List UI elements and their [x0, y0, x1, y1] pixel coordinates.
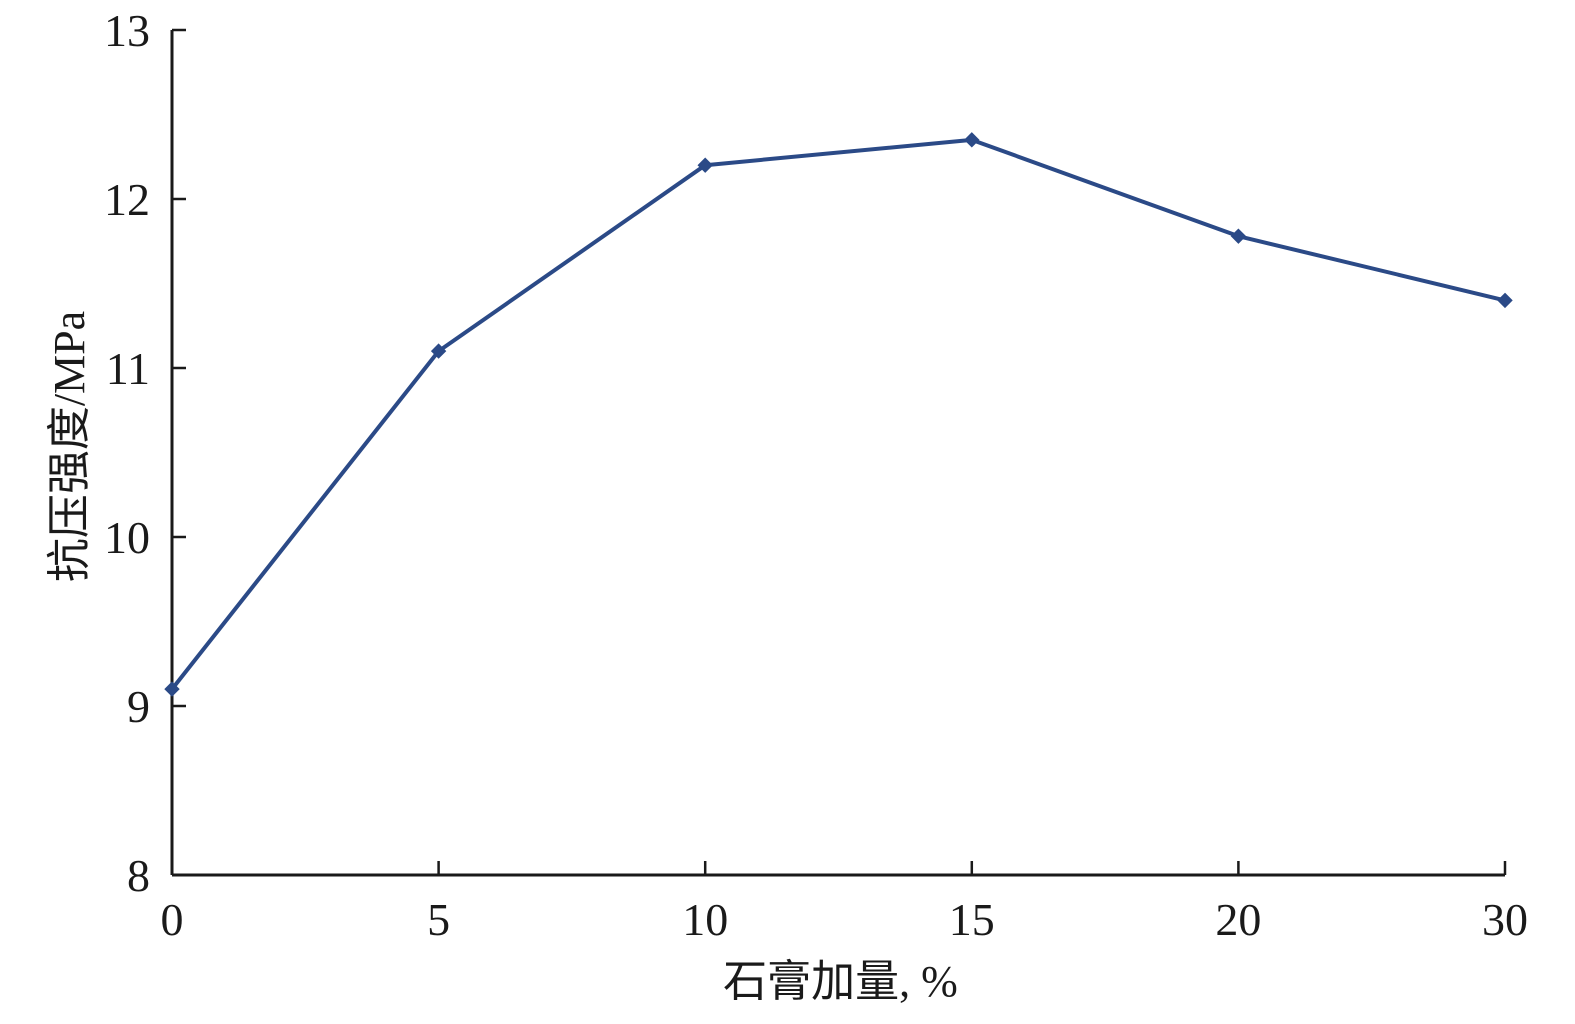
data-point-marker — [1497, 292, 1513, 309]
x-tick-label: 10 — [682, 894, 728, 945]
x-tick-label: 5 — [427, 894, 450, 945]
y-axis-title: 抗压强度/MPa — [45, 311, 94, 582]
y-tick-label: 12 — [104, 174, 150, 225]
x-tick-label: 30 — [1482, 894, 1528, 945]
data-point-marker — [430, 343, 447, 359]
x-tick-label: 20 — [1215, 894, 1261, 945]
series-group — [164, 132, 1513, 697]
data-point-marker — [164, 681, 180, 697]
x-ticks: 0 5 10 15 20 30 — [161, 861, 1528, 945]
y-tick-label: 10 — [104, 512, 150, 563]
x-tick-label: 0 — [161, 894, 184, 945]
data-point-marker — [697, 157, 713, 173]
data-point-marker — [1230, 228, 1247, 244]
y-tick-label: 13 — [104, 5, 150, 56]
axes — [170, 30, 1505, 877]
y-tick-label: 9 — [127, 681, 150, 732]
data-point-marker — [964, 132, 980, 148]
x-axis-title: 石膏加量, % — [723, 957, 958, 1006]
y-tick-label: 11 — [106, 343, 150, 394]
x-tick-label: 15 — [949, 894, 995, 945]
y-ticks: 8 9 10 11 12 13 — [104, 5, 186, 901]
y-tick-label: 8 — [127, 850, 150, 901]
series-line — [170, 137, 1506, 691]
